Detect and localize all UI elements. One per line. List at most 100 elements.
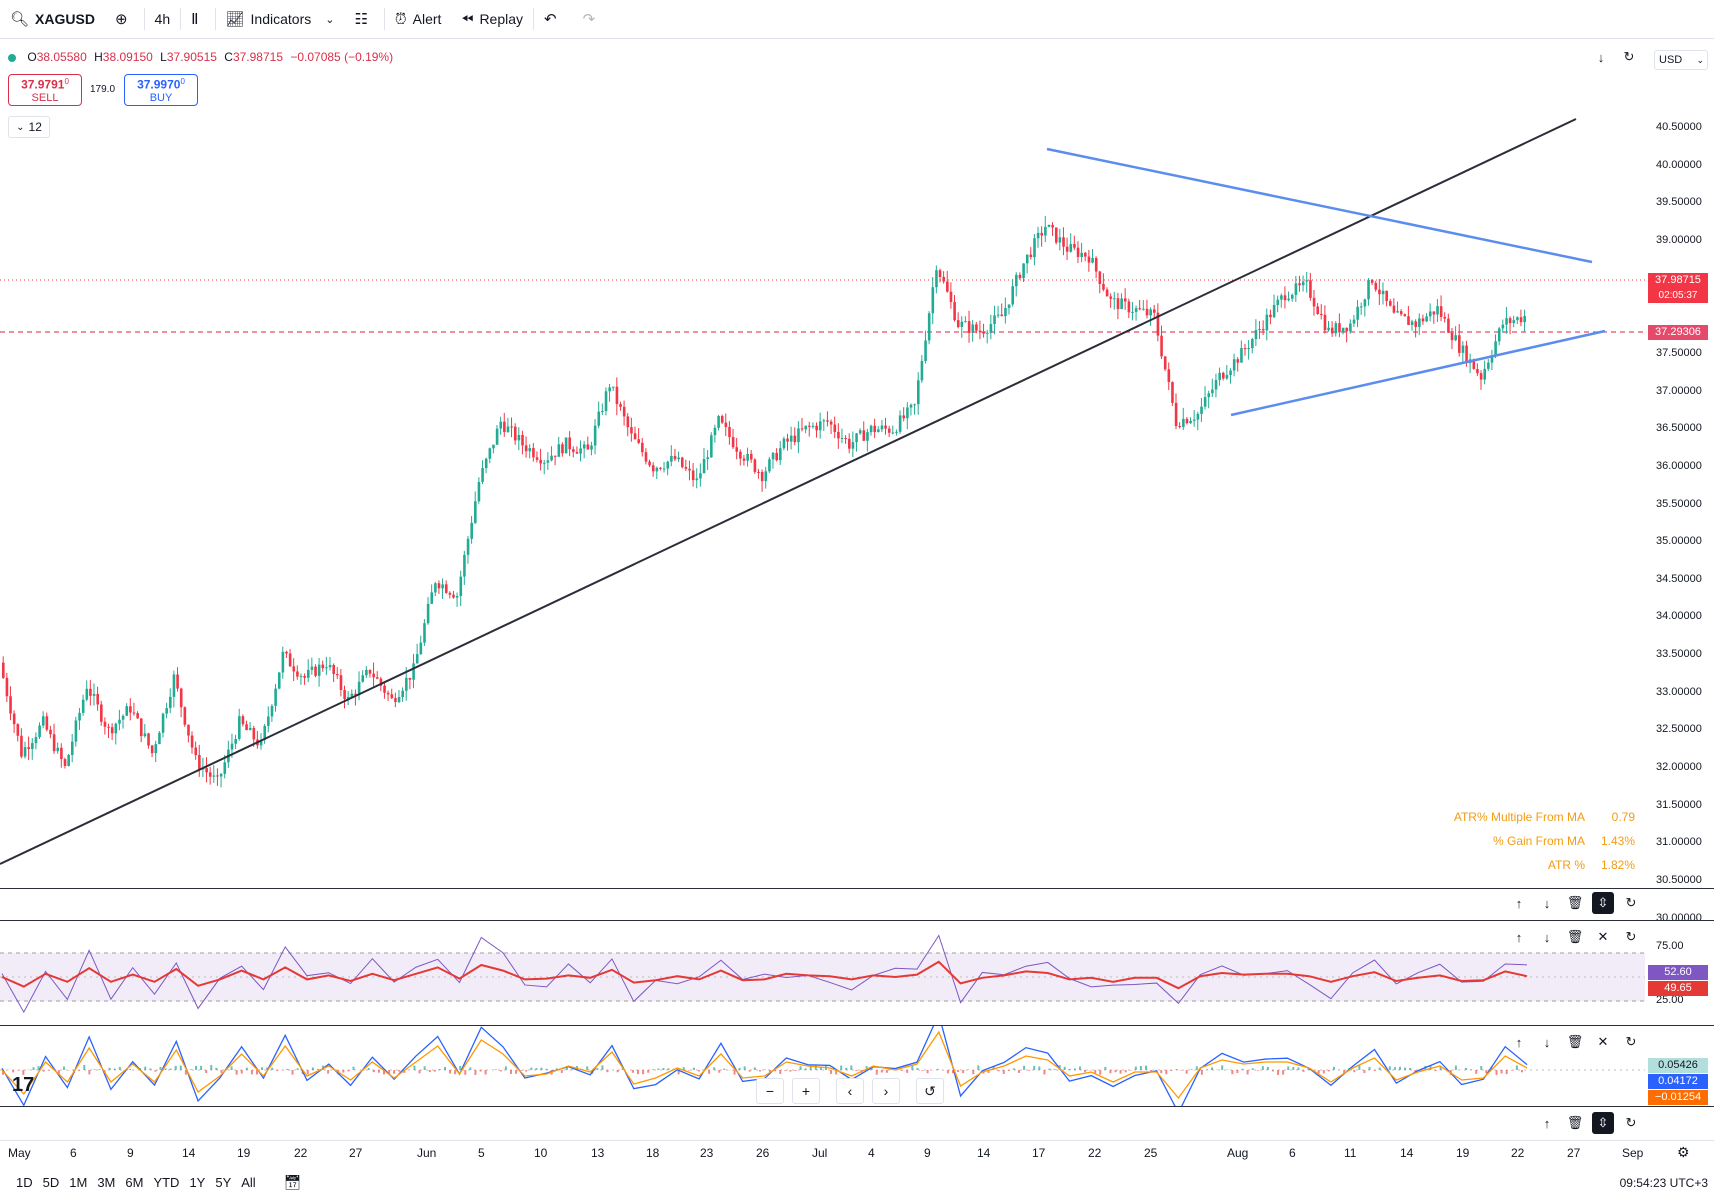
macd-bar — [1505, 1070, 1508, 1075]
macd-bar — [1063, 1066, 1066, 1070]
zoom-in-icon[interactable]: + — [792, 1078, 820, 1104]
trash-icon[interactable]: 🗑︎ — [1566, 1034, 1584, 1049]
atr-row: ATR % 1.82% — [1380, 858, 1635, 872]
range-button-ytd[interactable]: YTD — [153, 1175, 180, 1190]
candle — [546, 460, 550, 463]
alert-button[interactable]: ⏰︎ Alert — [385, 0, 452, 38]
macd-bar — [1475, 1070, 1478, 1074]
descending-trendline[interactable] — [1046, 147, 1593, 264]
redo-button[interactable]: ↷ — [573, 0, 612, 38]
trash-icon[interactable]: 🗑︎ — [1566, 895, 1584, 910]
refresh-icon[interactable]: ↻ — [1625, 929, 1637, 944]
macd-bar — [515, 1070, 518, 1074]
candle — [477, 481, 481, 502]
arrow-down-icon[interactable]: ↓ — [1543, 895, 1551, 911]
trash-icon[interactable]: 🗑︎ — [1566, 1115, 1584, 1130]
candle — [662, 468, 666, 470]
high-value: 38.09150 — [102, 50, 153, 64]
candle — [339, 675, 343, 690]
maximize-icon[interactable]: ⇳ — [1592, 892, 1614, 914]
buy-button[interactable]: 37.99700 BUY — [124, 74, 198, 106]
refresh-icon[interactable]: ↻ — [1625, 895, 1637, 910]
macd-bar — [1520, 1070, 1523, 1073]
arrow-up-icon[interactable]: ↑ — [1515, 1034, 1523, 1050]
candle — [198, 755, 201, 770]
templates-button[interactable]: ☷ — [344, 0, 383, 38]
range-button-1d[interactable]: 1D — [16, 1175, 33, 1190]
arrow-up-icon[interactable]: ↑ — [1515, 929, 1523, 945]
symbol-search[interactable]: 🔍︎ XAGUSD — [0, 0, 105, 38]
candle — [561, 444, 564, 454]
arrow-down-icon[interactable]: ↓ — [1543, 1034, 1551, 1050]
range-button-3m[interactable]: 3M — [97, 1175, 116, 1190]
arrow-down-icon[interactable]: ↓ — [1543, 929, 1551, 945]
range-button-all[interactable]: All — [241, 1175, 256, 1190]
candle — [749, 453, 753, 460]
range-button-5y[interactable]: 5Y — [215, 1175, 232, 1190]
replay-button[interactable]: ⏪︎ Replay — [451, 0, 533, 38]
reset-icon[interactable]: ↺ — [916, 1078, 944, 1104]
candle — [989, 324, 993, 333]
download-icon[interactable]: ↓ — [1597, 49, 1605, 65]
candle — [757, 471, 760, 473]
range-button-6m[interactable]: 6M — [125, 1175, 144, 1190]
candle — [564, 437, 568, 454]
macd-bar — [98, 1069, 101, 1070]
settings-icon[interactable]: ⚙︎ — [1677, 1144, 1690, 1160]
trash-icon[interactable]: 🗑︎ — [1566, 929, 1584, 944]
candle — [615, 386, 619, 405]
candle — [45, 716, 49, 730]
range-button-1y[interactable]: 1Y — [189, 1175, 206, 1190]
maximize-icon[interactable]: ⇳ — [1592, 1112, 1614, 1134]
refresh-icon[interactable]: ↻ — [1625, 1034, 1637, 1049]
atr-label: % Gain From MA — [1492, 834, 1585, 848]
macd-bar — [713, 1067, 716, 1070]
price-axis-label: 32.50000 — [1656, 723, 1702, 736]
macd-bar — [1104, 1066, 1107, 1070]
candle — [1036, 232, 1040, 239]
macd-bar — [1160, 1070, 1163, 1074]
scroll-left-icon[interactable]: ‹ — [836, 1078, 864, 1104]
range-button-5d[interactable]: 5D — [42, 1175, 60, 1190]
currency-select[interactable]: USD ⌄ — [1654, 50, 1708, 70]
macd-bar — [718, 1070, 721, 1073]
candle — [1069, 244, 1073, 252]
scroll-right-icon[interactable]: › — [872, 1078, 900, 1104]
candle — [1508, 318, 1512, 324]
time-axis-label: 22 — [1511, 1146, 1525, 1160]
indicators-collapse-button[interactable]: ⌄ 12 — [8, 116, 50, 138]
candle — [386, 692, 390, 695]
tradingview-logo-icon[interactable]: 17 — [12, 1074, 35, 1096]
arrow-up-icon[interactable]: ↑ — [1515, 895, 1523, 911]
price-axis[interactable]: USD ⌄ — [1648, 40, 1714, 888]
macd-bar — [372, 1070, 375, 1073]
compare-button[interactable]: ⊕ — [105, 0, 144, 38]
range-button-1m[interactable]: 1M — [69, 1175, 88, 1190]
macd-bar — [1251, 1068, 1254, 1070]
price-chart[interactable] — [0, 40, 1645, 888]
arrow-up-icon[interactable]: ↑ — [1543, 1115, 1551, 1131]
candle — [1051, 224, 1054, 228]
close-icon[interactable]: ✕ — [1597, 1034, 1609, 1049]
interval-button[interactable]: 4h — [145, 0, 181, 38]
calendar-icon[interactable]: 📅︎ — [283, 1174, 302, 1190]
ascending-trendline[interactable] — [0, 118, 1577, 865]
candle — [837, 432, 840, 439]
rsi-pane[interactable] — [0, 921, 1645, 1025]
candle — [1251, 339, 1254, 349]
zoom-out-icon[interactable]: − — [756, 1078, 784, 1104]
close-icon[interactable]: ✕ — [1597, 929, 1609, 944]
refresh-icon[interactable]: ↻ — [1623, 49, 1635, 64]
undo-button[interactable]: ↶ — [534, 0, 573, 38]
sell-button[interactable]: 37.97910 SELL — [8, 74, 82, 106]
macd-bar — [22, 1070, 25, 1075]
macd-bar — [93, 1069, 96, 1070]
pane-controls-macd: ↑ ↓ 🗑︎ ✕ ↻ — [1508, 1031, 1642, 1053]
chart-type-button[interactable]: Ⅱ — [181, 0, 214, 38]
clock[interactable]: 09:54:23 UTC+3 — [1619, 1175, 1708, 1190]
macd-bar — [819, 1067, 822, 1070]
refresh-icon[interactable]: ↻ — [1625, 1115, 1637, 1130]
candle — [139, 718, 143, 737]
indicators-button[interactable]: 📈︎ Indicators ⌄ — [216, 0, 345, 38]
rising-support-trendline[interactable] — [1230, 329, 1606, 417]
